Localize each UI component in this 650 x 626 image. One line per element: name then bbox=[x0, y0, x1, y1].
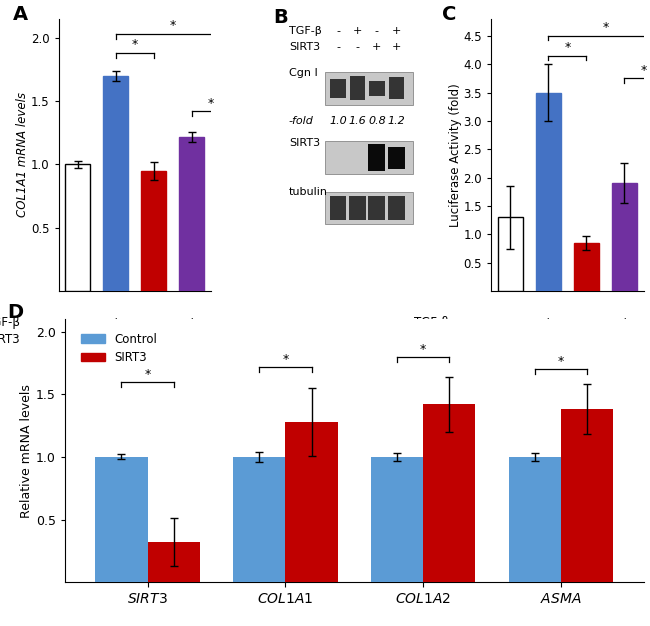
Text: -: - bbox=[546, 333, 551, 346]
Text: +: + bbox=[187, 316, 197, 329]
Bar bbox=[330, 79, 346, 98]
Text: *: * bbox=[282, 353, 289, 366]
Text: +: + bbox=[353, 26, 362, 36]
Text: -: - bbox=[75, 333, 80, 346]
Text: *: * bbox=[558, 356, 564, 368]
Bar bbox=[423, 404, 475, 582]
Bar bbox=[325, 141, 413, 174]
Text: +: + bbox=[392, 26, 401, 36]
Bar bbox=[574, 243, 599, 291]
Text: -: - bbox=[336, 43, 340, 53]
Text: 1.0: 1.0 bbox=[329, 116, 347, 126]
Bar bbox=[330, 196, 346, 220]
Text: -fold: -fold bbox=[289, 116, 314, 126]
Bar bbox=[561, 409, 613, 582]
Bar bbox=[388, 146, 405, 168]
Text: -: - bbox=[151, 316, 156, 329]
Bar bbox=[142, 171, 166, 291]
Text: +: + bbox=[111, 316, 121, 329]
Bar bbox=[103, 76, 128, 291]
Bar bbox=[536, 93, 560, 291]
Text: tubulin: tubulin bbox=[289, 187, 328, 197]
Bar bbox=[498, 217, 523, 291]
Text: SIRT3: SIRT3 bbox=[417, 333, 449, 346]
Bar bbox=[350, 76, 365, 100]
Text: SIRT3: SIRT3 bbox=[289, 138, 320, 148]
Text: +: + bbox=[392, 43, 401, 53]
Text: -: - bbox=[336, 26, 340, 36]
Bar bbox=[285, 422, 338, 582]
Text: -: - bbox=[113, 333, 118, 346]
Text: +: + bbox=[187, 333, 197, 346]
Text: TGF-β: TGF-β bbox=[415, 316, 449, 329]
Text: A: A bbox=[13, 5, 28, 24]
Legend: Control, SIRT3: Control, SIRT3 bbox=[77, 328, 162, 369]
Text: 1.6: 1.6 bbox=[348, 116, 367, 126]
Text: C: C bbox=[442, 5, 457, 24]
Bar bbox=[65, 165, 90, 291]
Text: Cgn I: Cgn I bbox=[289, 68, 318, 78]
Bar bbox=[389, 78, 404, 99]
Bar bbox=[369, 144, 385, 172]
Text: *: * bbox=[131, 38, 138, 51]
Text: +: + bbox=[619, 333, 630, 346]
Bar bbox=[369, 196, 385, 220]
Bar bbox=[96, 457, 148, 582]
Text: -: - bbox=[375, 26, 379, 36]
Bar bbox=[508, 457, 561, 582]
Bar bbox=[325, 72, 413, 105]
Text: SIRT3: SIRT3 bbox=[0, 333, 20, 346]
Y-axis label: COL1A1 mRNA levels: COL1A1 mRNA levels bbox=[16, 93, 29, 217]
Text: 0.8: 0.8 bbox=[368, 116, 386, 126]
Text: -: - bbox=[508, 333, 512, 346]
Text: *: * bbox=[170, 19, 176, 33]
Bar bbox=[325, 192, 413, 224]
Text: -: - bbox=[584, 316, 589, 329]
Bar bbox=[369, 81, 385, 96]
Bar bbox=[612, 183, 637, 291]
Text: D: D bbox=[7, 304, 23, 322]
Text: -: - bbox=[508, 316, 512, 329]
Y-axis label: Luciferase Activity (fold): Luciferase Activity (fold) bbox=[449, 83, 462, 227]
Text: *: * bbox=[564, 41, 571, 54]
Text: +: + bbox=[148, 333, 159, 346]
Bar bbox=[148, 542, 200, 582]
Text: *: * bbox=[603, 21, 608, 34]
Text: *: * bbox=[144, 368, 151, 381]
Text: *: * bbox=[420, 343, 426, 356]
Text: *: * bbox=[640, 64, 647, 77]
Bar bbox=[370, 457, 423, 582]
Text: TGF-β: TGF-β bbox=[0, 316, 20, 329]
Text: +: + bbox=[619, 316, 630, 329]
Text: +: + bbox=[372, 43, 382, 53]
Bar bbox=[349, 197, 366, 220]
Bar bbox=[388, 196, 405, 220]
Text: -: - bbox=[356, 43, 359, 53]
Text: TGF-β: TGF-β bbox=[289, 26, 322, 36]
Text: *: * bbox=[208, 97, 214, 110]
Text: B: B bbox=[273, 8, 288, 27]
Text: 1.2: 1.2 bbox=[387, 116, 405, 126]
Text: +: + bbox=[581, 333, 592, 346]
Bar bbox=[233, 457, 285, 582]
Y-axis label: Relative mRNA levels: Relative mRNA levels bbox=[20, 384, 33, 518]
Text: SIRT3: SIRT3 bbox=[289, 43, 320, 53]
Text: -: - bbox=[75, 316, 80, 329]
Text: +: + bbox=[543, 316, 554, 329]
Bar bbox=[179, 136, 204, 291]
